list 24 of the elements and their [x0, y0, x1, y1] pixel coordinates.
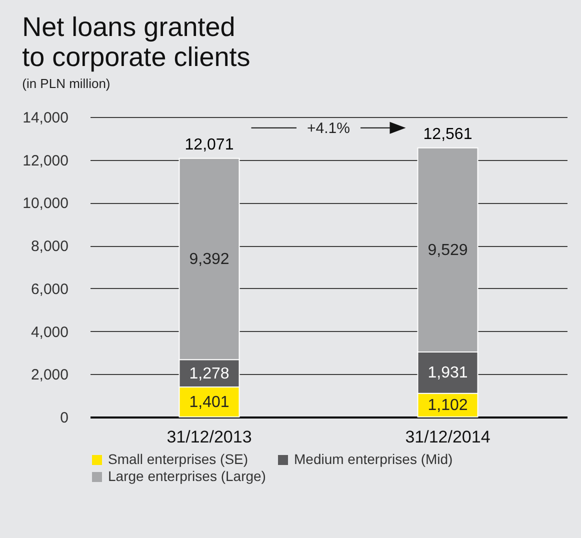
legend-label: Small enterprises (SE) [108, 451, 248, 467]
data-label: 1,401 [189, 394, 230, 411]
y-tick-label: 4,000 [30, 324, 68, 341]
y-tick-label: 0 [60, 410, 68, 426]
y-tick-label: 2,000 [30, 366, 68, 384]
data-label: 1,102 [428, 397, 468, 414]
y-tick-label: 12,000 [22, 152, 68, 170]
data-label: 1,278 [189, 365, 230, 382]
total-label: 12,561 [423, 126, 472, 143]
chart-subtitle: (in PLN million) [22, 76, 110, 91]
annotation: +4.1% [307, 120, 350, 137]
data-label: 9,392 [189, 250, 230, 268]
x-tick-label: 31/12/2014 [405, 428, 490, 446]
legend-label: Medium enterprises (Mid) [294, 451, 453, 467]
y-tick-label: 14,000 [22, 110, 68, 126]
data-label: 9,529 [428, 242, 468, 259]
y-tick-label: 6,000 [30, 280, 68, 298]
x-tick-label: 31/12/2013 [166, 428, 252, 446]
legend-label: Large enterprises (Large) [108, 468, 266, 484]
total-label: 12,071 [184, 136, 234, 154]
y-tick-label: 10,000 [22, 195, 68, 212]
chart-title: Net loans granted to corporate clients [22, 12, 250, 72]
y-tick-label: 8,000 [30, 238, 68, 256]
data-label: 1,931 [428, 364, 468, 382]
